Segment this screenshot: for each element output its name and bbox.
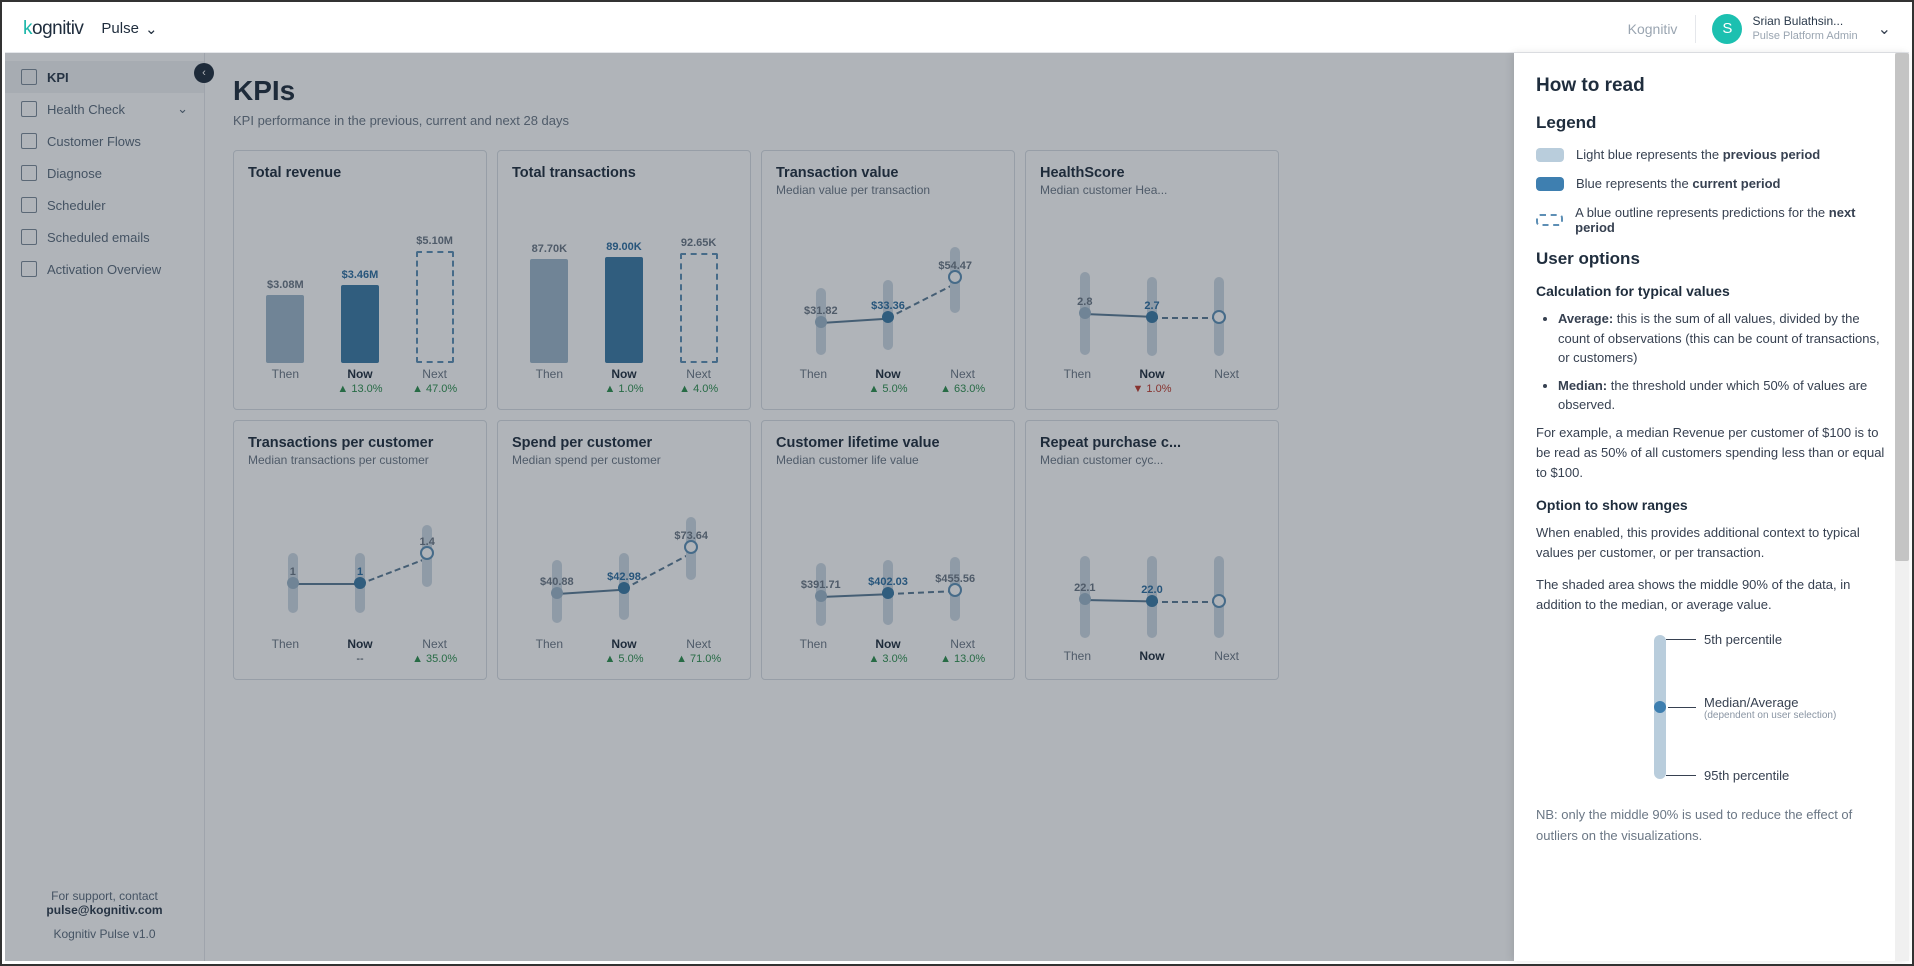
card-subtitle: Median transactions per customer: [248, 453, 472, 467]
avatar: S: [1712, 14, 1742, 44]
nav-icon: [21, 197, 37, 213]
support-info: For support, contact pulse@kognitiv.com …: [5, 889, 204, 941]
card-title: Spend per customer: [512, 435, 736, 451]
logo: kognitiv: [23, 18, 83, 40]
chart-area: 111.4: [248, 467, 472, 633]
legend-next: A blue outline represents predictions fo…: [1536, 205, 1887, 235]
user-menu[interactable]: S Srian Bulathsin... Pulse Platform Admi…: [1712, 14, 1891, 44]
card-title: Total revenue: [248, 165, 472, 181]
swatch-current: [1536, 177, 1564, 191]
card-title: Transaction value: [776, 165, 1000, 181]
kpi-card[interactable]: Repeat purchase c... Median customer cyc.…: [1025, 420, 1279, 680]
kpi-card[interactable]: Total revenue$3.08M$3.46M$5.10MThenNowNe…: [233, 150, 487, 410]
chart-area: $391.71$402.03$455.56: [776, 467, 1000, 633]
calc-heading: Calculation for typical values: [1536, 283, 1887, 299]
kpi-card[interactable]: Transaction value Median value per transa…: [761, 150, 1015, 410]
percentile-diagram: 5th percentile Median/Average(dependent …: [1536, 627, 1887, 787]
user-name: Srian Bulathsin...: [1752, 14, 1857, 30]
chart-area: 87.70K89.00K92.65K: [512, 181, 736, 363]
support-email[interactable]: pulse@kognitiv.com: [5, 903, 204, 917]
chart-area: 2.82.7: [1040, 197, 1264, 363]
card-title: Repeat purchase c...: [1040, 435, 1264, 451]
topbar: kognitiv Pulse ⌄ Kognitiv S Srian Bulath…: [5, 5, 1909, 53]
version: Kognitiv Pulse v1.0: [5, 927, 204, 941]
legend-previous: Light blue represents the previous perio…: [1536, 147, 1887, 162]
chart-area: 22.122.0: [1040, 467, 1264, 645]
nav-icon: [21, 165, 37, 181]
kpi-card[interactable]: Spend per customer Median spend per custo…: [497, 420, 751, 680]
card-title: Customer lifetime value: [776, 435, 1000, 451]
kpi-card[interactable]: Customer lifetime value Median customer l…: [761, 420, 1015, 680]
nb-note: NB: only the middle 90% is used to reduc…: [1536, 805, 1887, 845]
chart-area: $31.82$33.36$54.47: [776, 197, 1000, 363]
sidebar: ‹ KPIHealth Check⌄Customer FlowsDiagnose…: [5, 53, 205, 961]
sidebar-item-scheduler[interactable]: Scheduler: [5, 189, 204, 221]
chevron-down-icon: ⌄: [177, 101, 188, 117]
card-title: Total transactions: [512, 165, 736, 181]
card-subtitle: Median spend per customer: [512, 453, 736, 467]
scrollbar-thumb[interactable]: [1895, 53, 1909, 561]
scrollbar-track[interactable]: [1895, 53, 1909, 961]
card-title: Transactions per customer: [248, 435, 472, 451]
chevron-down-icon: ⌄: [145, 20, 158, 38]
sidebar-collapse-button[interactable]: ‹: [194, 63, 214, 83]
legend-current: Blue represents the current period: [1536, 176, 1887, 191]
sidebar-item-health-check[interactable]: Health Check⌄: [5, 93, 204, 125]
user-options-heading: User options: [1536, 249, 1887, 269]
nav-icon: [21, 229, 37, 245]
ranges-heading: Option to show ranges: [1536, 497, 1887, 513]
company-name: Kognitiv: [1628, 21, 1678, 37]
nav-icon: [21, 261, 37, 277]
kpi-card[interactable]: HealthScoreMedian customer Hea...2.82.7T…: [1025, 150, 1279, 410]
kpi-card[interactable]: Total transactions87.70K89.00K92.65KThen…: [497, 150, 751, 410]
chevron-down-icon: ⌄: [1878, 19, 1891, 39]
product-switcher[interactable]: Pulse ⌄: [101, 20, 157, 38]
user-role: Pulse Platform Admin: [1752, 29, 1857, 43]
card-subtitle: Median customer cyc...: [1040, 453, 1264, 467]
swatch-next: [1536, 214, 1563, 226]
kpi-card[interactable]: Transactions per customer Median transact…: [233, 420, 487, 680]
chart-area: $40.88$42.98$73.64: [512, 467, 736, 633]
sidebar-item-activation-overview[interactable]: Activation Overview: [5, 253, 204, 285]
chart-area: $3.08M$3.46M$5.10M: [248, 181, 472, 363]
card-subtitle: Median customer life value: [776, 453, 1000, 467]
nav-icon: [21, 69, 37, 85]
card-title: HealthScore: [1040, 165, 1264, 181]
body: ‹ KPIHealth Check⌄Customer FlowsDiagnose…: [5, 53, 1909, 961]
card-subtitle: Median customer Hea...: [1040, 183, 1264, 197]
nav-icon: [21, 133, 37, 149]
swatch-previous: [1536, 148, 1564, 162]
legend-heading: Legend: [1536, 113, 1887, 133]
panel-title: How to read: [1536, 75, 1887, 97]
sidebar-item-diagnose[interactable]: Diagnose: [5, 157, 204, 189]
sidebar-item-customer-flows[interactable]: Customer Flows: [5, 125, 204, 157]
nav-icon: [21, 101, 37, 117]
app-frame: kognitiv Pulse ⌄ Kognitiv S Srian Bulath…: [0, 0, 1914, 966]
sidebar-item-kpi[interactable]: KPI: [5, 61, 204, 93]
sidebar-item-scheduled-emails[interactable]: Scheduled emails: [5, 221, 204, 253]
help-panel: How to read Legend Light blue represents…: [1514, 53, 1909, 961]
card-subtitle: Median value per transaction: [776, 183, 1000, 197]
